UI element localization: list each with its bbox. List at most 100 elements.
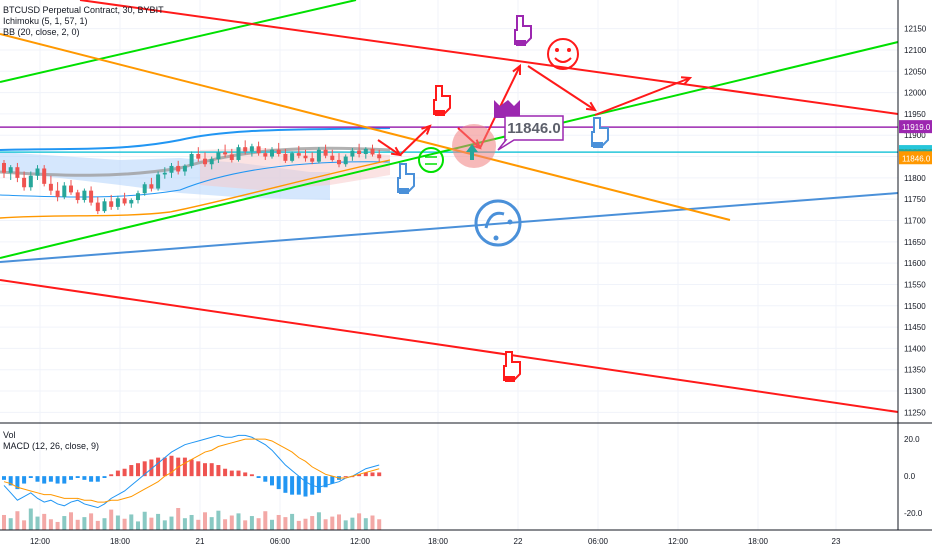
volume-bar [343,520,348,530]
candle-body [303,155,308,159]
volume-bar [156,513,161,530]
bb-legend[interactable]: BB (20, close, 2, 0) [3,27,80,37]
volume-bar [350,517,355,530]
candle-body [310,158,315,162]
vol-legend[interactable]: Vol [3,430,16,440]
volume-bar [75,519,80,530]
candle-body [316,149,321,162]
volume-bar [95,520,100,530]
projection-arrow [527,65,596,111]
candle-body [343,156,348,165]
macd-histogram-bar [357,474,362,477]
lower-legend: Vol MACD (12, 26, close, 9) [3,430,99,452]
candles-layer [2,140,382,215]
macd-histogram-bar [75,476,80,478]
volume-bar [357,513,362,530]
macd-histogram-bar [42,476,47,484]
y-tick-label: 11450 [904,323,926,332]
macd-histogram-bar [270,476,274,486]
y-tick-label: 12000 [904,89,927,98]
happy-face-eye [567,48,571,52]
macd-histogram-bar [169,455,174,477]
volume-bar [296,520,301,530]
volume-bar [102,518,107,530]
volume-bar [8,518,13,530]
candle-body [203,158,207,165]
macd-histogram-bar [8,476,13,486]
hand-outline [503,351,521,381]
macd-histogram-bar [377,472,382,477]
macd-histogram-bar [189,459,194,477]
macd-histogram-bar [283,476,288,493]
candle-body [377,154,382,159]
macd-histogram-bar [290,476,295,495]
hand-outline [433,85,451,115]
ichimoku-legend[interactable]: Ichimoku (5, 1, 57, 1) [3,16,88,26]
volume-bar [337,514,341,530]
hand-cuff [516,40,526,46]
macd-histogram-bar [223,468,228,477]
volume-bar [15,511,20,530]
trendline-green-main [0,41,899,259]
macd-histogram-bar [102,476,107,478]
happy-face-eye [555,48,559,52]
macd-histogram-bar [236,470,241,477]
symbol-title[interactable]: BTCUSD Perpetual Contract, 30, BYBIT [3,5,164,15]
candle-body [223,152,228,155]
macd-histogram-bar [95,476,100,482]
candle-body [236,147,241,160]
price-callout[interactable]: 11846.0 [497,115,564,151]
y-tick-label: 12050 [904,67,927,76]
volume-bar [223,519,228,530]
macd-histogram-bar [62,476,67,484]
candle-body [136,193,140,201]
macd-histogram-bar [330,476,335,484]
projection-arrow [594,77,691,116]
macd-histogram-bar [370,472,375,477]
x-tick-label: 23 [832,537,841,546]
candle-body [216,152,221,160]
volume-bar [196,519,201,530]
candle-body [276,149,281,154]
volume-bar [2,514,6,530]
trendline-orange [0,33,731,221]
macd-series-line [3,434,380,509]
macd-histogram-bar [156,457,161,477]
y-tick-label: 11250 [904,408,926,417]
candle-body [149,184,154,189]
candle-body [115,198,120,207]
trendline-red-top [79,0,899,115]
volume-bar [330,516,335,530]
y-tick-label: 11750 [904,195,926,204]
candle-body [42,168,47,184]
macd-histogram-bar [89,476,94,482]
candle-body [176,165,181,172]
y-tick-label: 11700 [904,217,926,226]
volume-bar [28,508,33,530]
lagging-span [0,159,391,219]
sad-face-eye [493,235,499,241]
volume-bar [229,515,234,530]
volume-bar [256,518,261,530]
macd-histogram-bar [136,463,140,477]
x-tick-label: 22 [514,537,523,546]
x-tick-label: 06:00 [588,537,609,546]
volume-bar [316,512,321,530]
macd-histogram-bar [276,476,281,490]
macd-legend[interactable]: MACD (12, 26, close, 9) [3,441,100,451]
volume-bar [377,519,382,530]
volume-bar [149,517,154,530]
macd-histogram-bar [82,476,87,480]
candle-body [2,162,6,173]
candle-body [357,150,362,154]
candle-body [182,165,187,172]
trendline-blue [0,192,899,263]
macd-histogram-bar [363,472,368,477]
y-tick-label: 11350 [904,366,926,375]
macd-histogram-bar [203,463,207,477]
y-tick-label: 11500 [904,302,926,311]
macd-histogram-bar [69,476,73,480]
